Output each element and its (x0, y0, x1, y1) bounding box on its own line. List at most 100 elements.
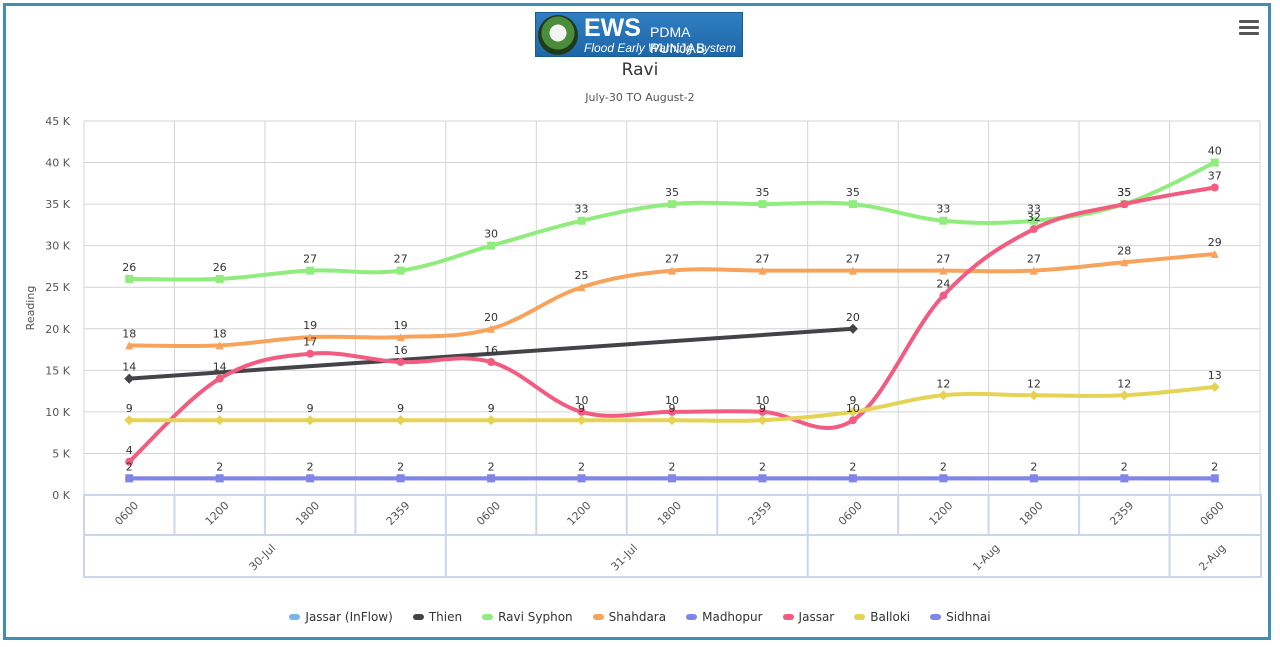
y-tick-label: 30 K (45, 240, 70, 253)
data-label-sidhnai: 2 (397, 460, 404, 473)
x-tick-label: 0600 (1198, 499, 1227, 528)
hamburger-menu-icon[interactable] (1239, 20, 1259, 36)
x-tick-label: 0600 (112, 499, 141, 528)
chart-title: Ravi (621, 60, 659, 80)
x-tick-label: 1200 (926, 499, 955, 528)
logo-subtitle-text: Flood Early Warning System (584, 41, 736, 55)
data-label-sidhnai: 2 (940, 460, 947, 473)
legend-symbol-icon (592, 614, 604, 620)
data-label-ravi-syphon: 33 (575, 203, 589, 216)
data-label-balloki: 9 (759, 402, 766, 415)
x-tick-label: 2359 (384, 499, 413, 528)
chart-frame (3, 3, 1271, 640)
legend-symbol-icon (854, 614, 866, 620)
data-label-balloki: 9 (216, 402, 223, 415)
legend-item-madhopur[interactable]: Madhopur (686, 610, 763, 624)
data-label-shahdara: 27 (936, 253, 950, 266)
data-point-shahdara (1029, 266, 1038, 275)
data-label-balloki: 13 (1208, 369, 1222, 382)
legend-symbol-icon (686, 614, 698, 620)
data-label-thien: 20 (846, 311, 860, 324)
data-label-sidhnai: 2 (1030, 460, 1037, 473)
legend-item-jassar-inflow[interactable]: Jassar (InFlow) (289, 610, 393, 624)
data-label-jassar: 4 (126, 444, 133, 457)
data-label-jassar: 37 (1208, 169, 1222, 182)
pdma-emblem-icon (538, 15, 578, 55)
data-point-balloki (305, 415, 316, 426)
legend-symbol-icon (930, 614, 942, 620)
data-label-sidhnai: 2 (669, 460, 676, 473)
data-label-balloki: 9 (578, 402, 585, 415)
data-label-jassar: 10 (846, 402, 860, 415)
data-point-jassar (1120, 200, 1129, 209)
data-point-sidhnai (758, 474, 767, 483)
legend-item-shahdara[interactable]: Shahdara (592, 610, 667, 624)
data-label-shahdara: 27 (755, 253, 769, 266)
data-point-sidhnai (577, 474, 586, 483)
data-point-balloki (124, 415, 135, 426)
x-tick-label: 2359 (1107, 499, 1136, 528)
data-label-sidhnai: 2 (1121, 460, 1128, 473)
data-point-ravi-syphon (215, 274, 224, 283)
data-label-balloki: 9 (849, 394, 856, 407)
data-label-shahdara: 27 (665, 253, 679, 266)
data-point-balloki (576, 415, 587, 426)
data-point-sidhnai (848, 474, 857, 483)
y-tick-label: 5 K (52, 447, 70, 460)
y-tick-label: 40 K (45, 157, 70, 170)
x-tick-label: 1800 (293, 499, 322, 528)
data-point-sidhnai (396, 474, 405, 483)
data-label-jassar: 32 (1027, 211, 1041, 224)
legend-label: Jassar (798, 610, 835, 624)
data-point-ravi-syphon (306, 266, 315, 275)
data-label-balloki: 9 (307, 402, 314, 415)
y-tick-label: 15 K (45, 364, 70, 377)
y-axis-title: Reading (24, 286, 37, 331)
data-point-sidhnai (125, 474, 134, 483)
data-label-shahdara: 19 (303, 319, 317, 332)
legend-item-thien[interactable]: Thien (412, 610, 462, 624)
data-label-ravi-syphon: 26 (122, 261, 136, 274)
y-tick-label: 35 K (45, 198, 70, 211)
data-point-ravi-syphon (396, 266, 405, 275)
data-label-jassar: 10 (575, 394, 589, 407)
data-point-ravi-syphon (1029, 216, 1038, 225)
data-point-ravi-syphon (1210, 158, 1219, 167)
data-label-ravi-syphon: 35 (846, 186, 860, 199)
y-tick-label: 45 K (45, 115, 70, 128)
legend-label: Sidhnai (946, 610, 991, 624)
legend-item-jassar[interactable]: Jassar (782, 610, 835, 624)
data-point-balloki (938, 390, 949, 401)
legend-symbol-icon (412, 614, 424, 620)
data-point-sidhnai (668, 474, 676, 483)
data-label-sidhnai: 2 (578, 460, 585, 473)
data-label-jassar: 10 (665, 394, 679, 407)
data-label-jassar: 16 (484, 344, 498, 357)
legend-label: Madhopur (702, 610, 763, 624)
legend-item-sidhnai[interactable]: Sidhnai (930, 610, 991, 624)
data-label-jassar: 24 (936, 278, 950, 291)
data-point-balloki (757, 415, 768, 426)
data-point-jassar (306, 349, 315, 358)
data-label-ravi-syphon: 26 (213, 261, 227, 274)
legend-item-balloki[interactable]: Balloki (854, 610, 910, 624)
data-label-sidhnai: 2 (1211, 460, 1218, 473)
data-point-ravi-syphon (668, 200, 676, 209)
data-point-jassar (487, 358, 496, 367)
data-point-ravi-syphon (939, 216, 948, 225)
data-point-sidhnai (1210, 474, 1219, 483)
data-label-ravi-syphon: 27 (303, 253, 317, 266)
data-point-balloki (1028, 390, 1039, 401)
data-label-shahdara: 18 (122, 327, 136, 340)
legend-label: Shahdara (608, 610, 667, 624)
data-label-sidhnai: 2 (488, 460, 495, 473)
x-tick-label: 0600 (836, 499, 865, 528)
data-point-sidhnai (306, 474, 315, 483)
data-point-shahdara (215, 341, 224, 350)
data-point-jassar (1029, 225, 1038, 234)
legend-item-ravi-syphon[interactable]: Ravi Syphon (482, 610, 573, 624)
data-point-jassar (396, 358, 405, 367)
legend-label: Balloki (870, 610, 911, 624)
data-label-thien: 14 (122, 361, 136, 374)
y-tick-label: 25 K (45, 281, 70, 294)
